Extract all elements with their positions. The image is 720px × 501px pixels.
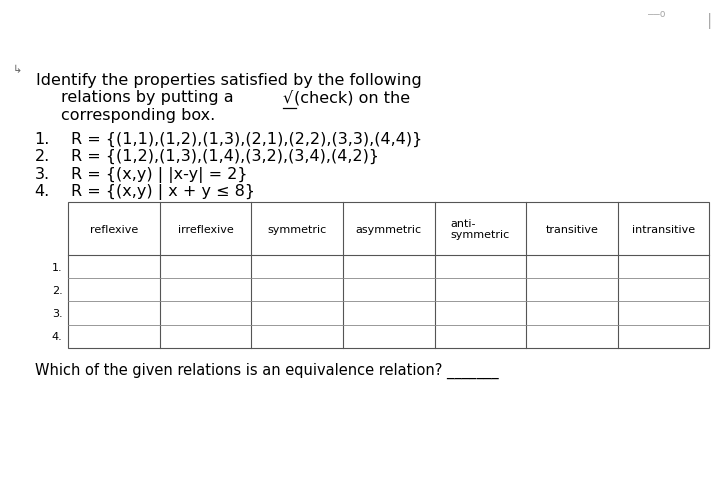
Text: asymmetric: asymmetric [356,224,422,234]
Text: √: √ [283,90,293,105]
Text: corresponding box.: corresponding box. [61,108,215,123]
Text: 2.: 2. [35,149,50,164]
Text: ——o: ——o [648,9,665,19]
Text: R = {(x,y) | |x-y| = 2}: R = {(x,y) | |x-y| = 2} [71,166,247,182]
Text: (check) on the: (check) on the [294,90,410,105]
Text: relations by putting a: relations by putting a [61,90,239,105]
Text: R = {(1,2),(1,3),(1,4),(3,2),(3,4),(4,2)}: R = {(1,2),(1,3),(1,4),(3,2),(3,4),(4,2)… [71,149,379,164]
Text: symmetric: symmetric [268,224,327,234]
Text: R = {(1,1),(1,2),(1,3),(2,1),(2,2),(3,3),(4,4)}: R = {(1,1),(1,2),(1,3),(2,1),(2,2),(3,3)… [71,131,422,146]
Text: irreflexive: irreflexive [178,224,233,234]
Text: 3.: 3. [35,166,50,181]
Text: anti-
symmetric: anti- symmetric [451,218,510,240]
Text: Identify the properties satisfied by the following: Identify the properties satisfied by the… [36,73,422,88]
Text: 4.: 4. [35,184,50,199]
Text: transitive: transitive [546,224,598,234]
Text: Which of the given relations is an equivalence relation? _______: Which of the given relations is an equiv… [35,362,498,378]
Text: 1.: 1. [52,262,63,272]
Text: 1.: 1. [35,131,50,146]
Text: 2.: 2. [52,285,63,295]
Text: 4.: 4. [52,332,63,342]
Text: intransitive: intransitive [632,224,695,234]
Text: 3.: 3. [52,309,63,319]
Text: R = {(x,y) | x + y ≤ 8}: R = {(x,y) | x + y ≤ 8} [71,184,255,200]
Text: ↳: ↳ [13,65,22,75]
Text: reflexive: reflexive [90,224,138,234]
Text: |: | [705,13,714,29]
